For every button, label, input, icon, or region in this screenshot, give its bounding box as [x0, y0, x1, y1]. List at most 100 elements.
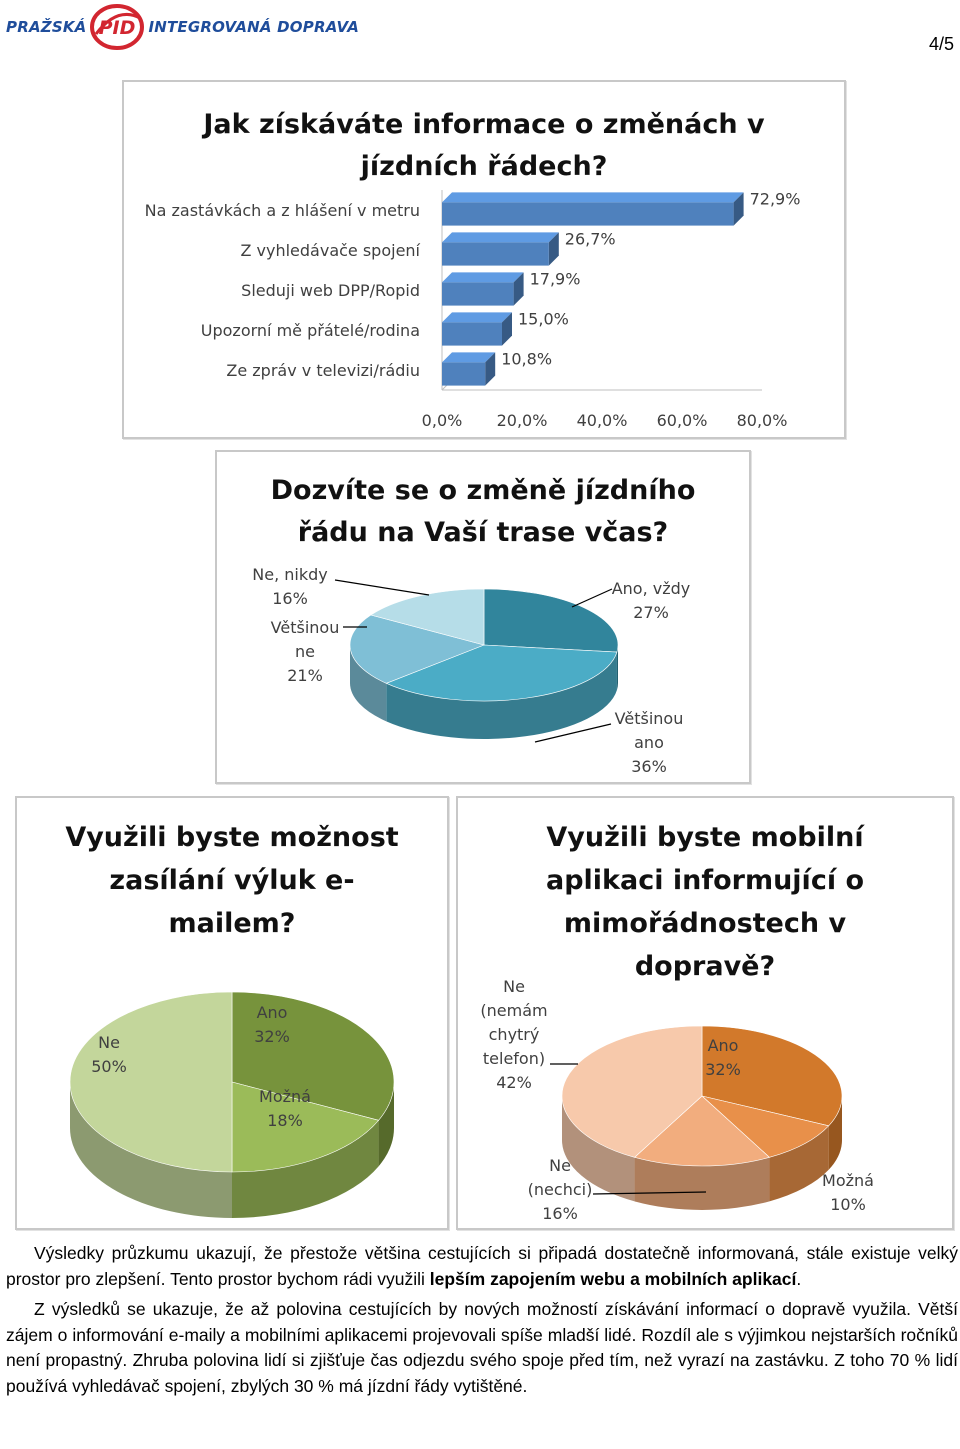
pid-logo: PRAŽSKÁ PID INTEGROVANÁ DOPRAVA — [6, 4, 359, 50]
pid-badge-icon: PID — [90, 4, 145, 50]
pie-slice-side — [70, 1082, 232, 1218]
pie-chart-svg: Ne (nemám chytrý telefon) 42% Ano 32% Mo… — [480, 977, 874, 1223]
slice-name-label: Ne — [98, 1033, 120, 1052]
paragraph: Výsledky průzkumu ukazují, že přestože v… — [6, 1241, 958, 1292]
chart-title-line: zasílání výluk e- — [109, 865, 355, 896]
slice-value-label: 32% — [254, 1027, 290, 1046]
chart-title: Využili byste mobilní aplikaci informují… — [488, 816, 922, 988]
chart-title-line: Využili byste mobilní — [546, 822, 864, 853]
bar — [442, 352, 496, 386]
pie-slice — [231, 991, 395, 1121]
chart-title-line: Využili byste možnost — [65, 822, 399, 853]
leader-line — [571, 588, 613, 608]
slice-value-label: 21% — [287, 666, 323, 685]
slice-name-label: chytrý — [489, 1025, 540, 1044]
bar — [442, 232, 559, 266]
slice-name-label: Ne — [503, 977, 525, 996]
bar-front — [442, 322, 502, 346]
pie-slice — [700, 1095, 830, 1158]
tick-label: 60,0% — [657, 411, 708, 430]
pie-slice — [483, 588, 619, 653]
data-label: 15,0% — [518, 309, 569, 328]
category-label: Ze zpráv v televizi/rádiu — [226, 361, 420, 380]
category-label: Sleduji web DPP/Ropid — [241, 281, 420, 300]
bar-top — [442, 352, 496, 363]
bar-side — [502, 312, 512, 346]
bar-side — [513, 272, 524, 306]
chart-title-line: Jak získáváte informace o změnách v — [203, 109, 765, 140]
pie-slice — [633, 1095, 771, 1167]
category-label: Z vyhledávače spojení — [240, 241, 420, 260]
slice-name-label: Ano, vždy — [612, 579, 691, 598]
chart-title-line: Dozvíte se o změně jízdního — [270, 475, 696, 506]
slice-value-label: 50% — [91, 1057, 127, 1076]
bar-front — [442, 362, 486, 386]
slice-name-label: Možná — [259, 1087, 311, 1106]
slice-name-label: (nechci) — [528, 1180, 593, 1199]
pie-slice — [349, 614, 485, 684]
slice-name-label: telefon) — [483, 1049, 545, 1068]
slice-name-label: Ano — [257, 1003, 288, 1022]
slice-value-label: 32% — [705, 1060, 741, 1079]
slice-value-label: 18% — [267, 1111, 303, 1130]
paragraph: Z výsledků se ukazuje, že až polovina ce… — [6, 1299, 958, 1396]
logo-text-left: PRAŽSKÁ — [6, 18, 87, 36]
slice-name-label: Možná — [822, 1171, 874, 1190]
tick-label: 20,0% — [497, 411, 548, 430]
slice-name-label: ne — [295, 642, 315, 661]
bar-side — [485, 352, 496, 386]
chart-mobile-app: Využili byste mobilní aplikaci informují… — [456, 796, 954, 1230]
chart-info-sources: Jak získáváte informace o změnách v jízd… — [122, 80, 846, 439]
pie-slice — [231, 1081, 380, 1173]
slice-value-label: 27% — [633, 603, 669, 622]
pie-slice — [561, 1025, 703, 1158]
pie-slice — [701, 1025, 843, 1127]
bar — [442, 192, 744, 226]
pie-slice — [69, 991, 233, 1173]
slice-value-label: 16% — [542, 1204, 578, 1223]
bar-front — [442, 282, 514, 306]
slice-name-label: ano — [634, 733, 664, 752]
chart-title-line: dopravě? — [634, 951, 776, 982]
data-label: 10,8% — [501, 349, 552, 368]
logo-badge-text: PID — [99, 17, 136, 39]
bar-chart-svg: Na zastávkách a z hlášení v metru 72,9% Z … — [145, 189, 801, 430]
slice-name-label: (nemám — [480, 1001, 547, 1020]
page-header: PRAŽSKÁ PID INTEGROVANÁ DOPRAVA 4/5 — [0, 0, 960, 60]
category-label: Na zastávkách a z hlášení v metru — [145, 201, 420, 220]
bar-side — [733, 192, 744, 226]
bar-top — [442, 312, 512, 323]
tick-label: 40,0% — [577, 411, 628, 430]
pie-slice-side — [350, 645, 387, 722]
chart-title: Jak získáváte informace o změnách v jízd… — [124, 104, 844, 188]
chart-title: Využili byste možnost zasílání výluk e- … — [17, 816, 447, 945]
bar — [442, 272, 524, 306]
page-number: 4/5 — [928, 34, 954, 54]
bar-top — [442, 192, 744, 203]
paragraph-text: . — [796, 1268, 802, 1289]
pie-slice — [385, 644, 618, 702]
pie-slice-side — [386, 652, 617, 739]
bar-front — [442, 242, 549, 266]
slice-name-label: Většinou — [615, 709, 684, 728]
category-label: Upozorní mě přátelé/rodina — [201, 321, 420, 340]
paragraph-emphasis: lepším zapojením webu a mobilních aplika… — [429, 1268, 797, 1289]
pie-slice-side — [769, 1125, 829, 1202]
bar — [442, 312, 512, 346]
pie-slice-side — [828, 1096, 842, 1170]
chart-title: Dozvíte se o změně jízdního řádu na Vaší… — [217, 470, 749, 554]
slice-value-label: 36% — [631, 757, 667, 776]
slice-name-label: Ne, nikdy — [252, 565, 327, 584]
pie-chart-svg: Ne, nikdy 16% Většinou ne 21% Ano, vždy … — [252, 565, 691, 776]
data-label: 26,7% — [565, 229, 616, 248]
chart-email: Využili byste možnost zasílání výluk e- … — [15, 796, 449, 1230]
slice-value-label: 10% — [830, 1195, 866, 1214]
chart-title-line: aplikaci informující o — [545, 865, 865, 896]
slice-value-label: 42% — [496, 1073, 532, 1092]
body-text: Výsledky průzkumu ukazují, že přestože v… — [6, 1241, 958, 1399]
pie-slice-side — [562, 1096, 635, 1202]
chart-title-line: řádu na Vaší trase včas? — [297, 517, 669, 548]
chart-title-line: mimořádnostech v — [563, 908, 847, 939]
slice-name-label: Ano — [708, 1036, 739, 1055]
paragraph-text: Výsledky průzkumu ukazují, že přestože v… — [6, 1243, 958, 1289]
